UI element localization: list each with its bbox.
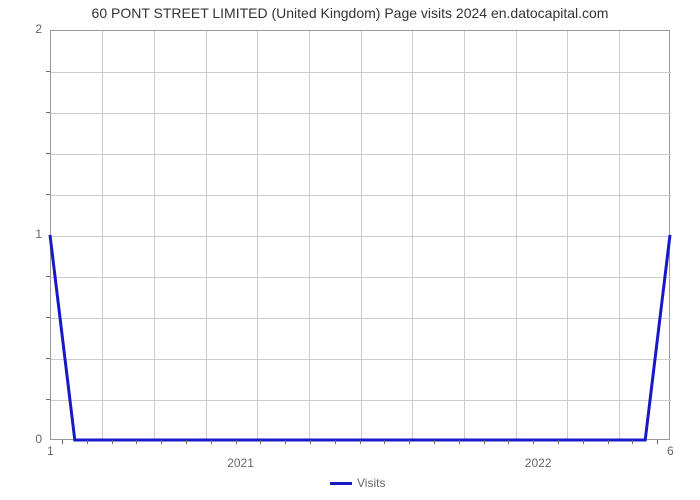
x-minor-tick [583, 440, 584, 444]
x-minor-tick [335, 440, 336, 444]
y-tick-label: 1 [35, 227, 42, 241]
x-minor-tick [186, 440, 187, 444]
series-line [50, 235, 670, 440]
x-minor-tick [384, 440, 385, 444]
x-minor-tick [136, 440, 137, 444]
x-minor-tick [409, 440, 410, 444]
y-minor-tick [46, 276, 50, 277]
x-year-label: 2022 [525, 456, 552, 470]
y-minor-tick [46, 399, 50, 400]
x-minor-tick [360, 440, 361, 444]
x-minor-tick [608, 440, 609, 444]
y-minor-tick [46, 358, 50, 359]
x-minor-tick [260, 440, 261, 444]
y-minor-tick [46, 71, 50, 72]
x-minor-tick [161, 440, 162, 444]
x-minor-tick [236, 440, 237, 444]
x-minor-tick [484, 440, 485, 444]
x-start-label: 1 [47, 444, 54, 458]
legend-label: Visits [357, 476, 385, 490]
x-minor-tick [310, 440, 311, 444]
x-minor-tick [434, 440, 435, 444]
x-year-label: 2021 [227, 456, 254, 470]
x-minor-tick [112, 440, 113, 444]
y-minor-tick [46, 112, 50, 113]
x-minor-tick [657, 440, 658, 444]
x-minor-tick [285, 440, 286, 444]
line-series [0, 0, 700, 500]
x-minor-tick [632, 440, 633, 444]
y-tick-label: 2 [35, 22, 42, 36]
x-minor-tick [459, 440, 460, 444]
x-minor-tick [62, 440, 63, 444]
y-tick-label: 0 [35, 432, 42, 446]
x-minor-tick [558, 440, 559, 444]
y-minor-tick [46, 194, 50, 195]
x-minor-tick [87, 440, 88, 444]
legend-swatch [330, 482, 352, 485]
x-minor-tick [533, 440, 534, 444]
y-minor-tick [46, 153, 50, 154]
x-minor-tick [211, 440, 212, 444]
legend: Visits [330, 476, 385, 490]
chart-container: 60 PONT STREET LIMITED (United Kingdom) … [0, 0, 700, 500]
x-end-label: 6 [667, 444, 674, 458]
y-minor-tick [46, 317, 50, 318]
x-minor-tick [508, 440, 509, 444]
